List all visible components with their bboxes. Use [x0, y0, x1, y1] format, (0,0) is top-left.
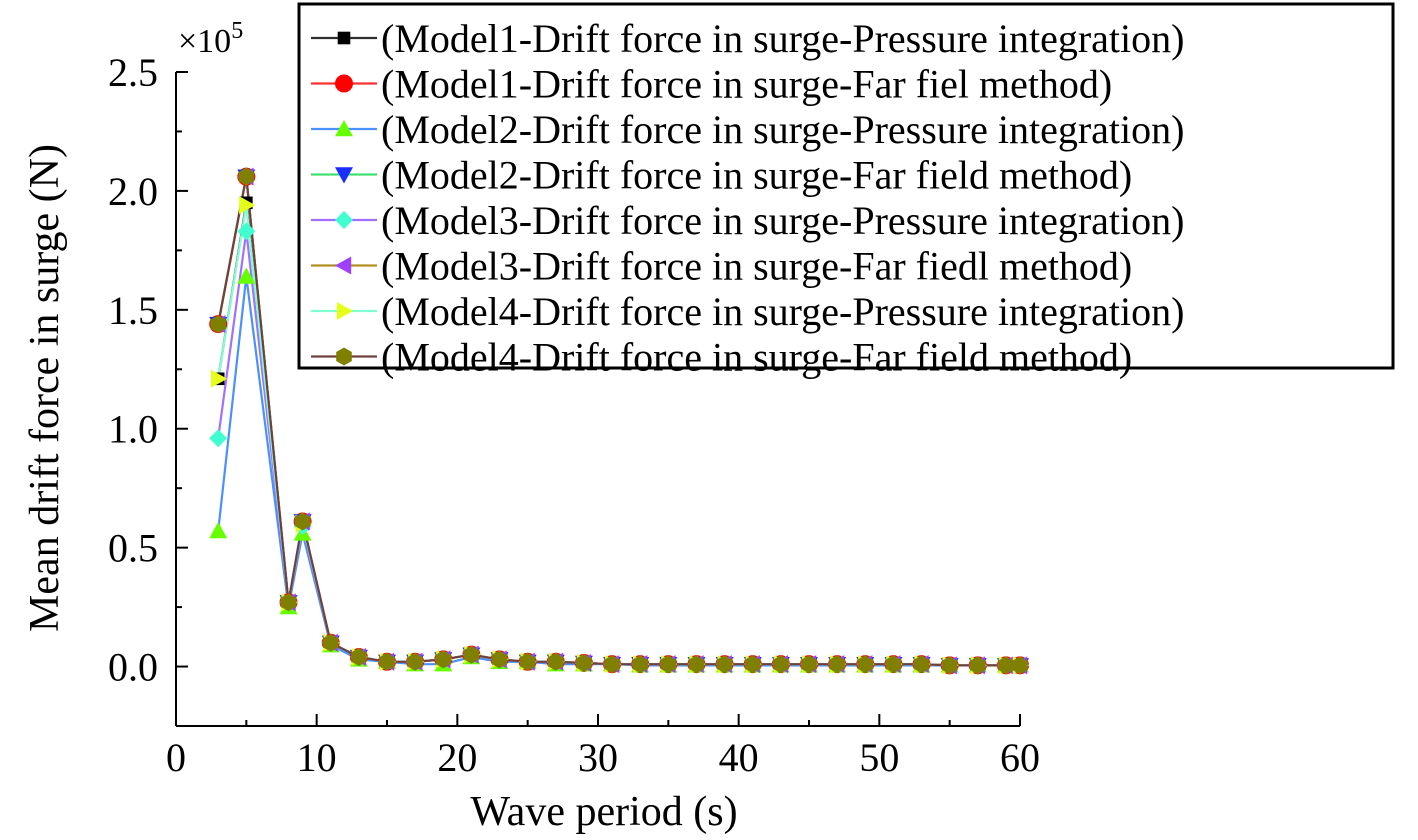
legend-label: (Model4-Drift force in surge-Pressure in…: [381, 289, 1184, 334]
x-tick-label: 0: [166, 735, 186, 780]
data-point: [237, 222, 256, 241]
x-axis-label: Wave period (s): [470, 789, 737, 835]
data-point: [519, 652, 536, 671]
data-point: [294, 512, 311, 531]
data-point: [209, 521, 228, 539]
y-tick-label: 0.0: [108, 645, 158, 690]
legend-label: (Model4-Drift force in surge-Far field m…: [381, 335, 1132, 380]
data-point: [463, 645, 480, 664]
data-point: [829, 655, 845, 674]
y-axis-label: Mean drift force in surge (N): [22, 144, 68, 632]
data-point: [744, 655, 761, 674]
legend-frame: [297, 2, 1395, 370]
data-point: [660, 655, 677, 674]
legend-label: (Model3-Drift force in surge-Pressure in…: [381, 198, 1184, 243]
x-tick-label: 50: [859, 735, 899, 780]
plot-markers: [209, 167, 1029, 675]
data-point: [885, 655, 902, 674]
legend-marker: [336, 302, 353, 320]
y-multiplier: ×105: [178, 18, 243, 60]
data-point: [209, 429, 228, 448]
data-point: [632, 655, 648, 674]
data-point: [322, 633, 339, 652]
legend-marker: [335, 167, 353, 184]
y-tick-label: 2.5: [108, 50, 158, 95]
x-tick-label: 30: [578, 735, 618, 780]
data-point: [211, 369, 228, 388]
legend: (Model1-Drift force in surge-Pressure in…: [297, 2, 1395, 380]
data-point: [379, 652, 395, 671]
axes: [175, 71, 1021, 727]
data-point: [435, 650, 452, 669]
data-point: [688, 655, 705, 674]
y-tick-label: 1.0: [108, 407, 158, 452]
legend-marker: [337, 31, 351, 45]
data-point: [407, 652, 423, 671]
tick-labels: 0 10 20 30 40 50 60 0.0 0.5 1.0 1.5 2.0 2.5: [108, 50, 1040, 780]
data-point: [913, 655, 930, 674]
y-tick-label: 2.0: [108, 169, 158, 214]
x-tick-label: 10: [297, 735, 337, 780]
data-point: [576, 654, 592, 672]
legend-label: (Model1-Drift force in surge-Far fiel me…: [381, 62, 1112, 107]
data-point: [351, 648, 367, 666]
legend-label: (Model2-Drift force in surge-Pressure in…: [381, 107, 1184, 152]
y-tick-label: 0.5: [108, 526, 158, 571]
data-point: [280, 593, 297, 612]
legend-marker: [335, 74, 353, 93]
legend-marker: [335, 211, 353, 229]
data-point: [1012, 656, 1028, 675]
data-point: [604, 655, 620, 674]
data-point: [941, 656, 958, 675]
x-tick-label: 20: [437, 735, 477, 780]
data-point: [801, 655, 817, 674]
x-tick-label: 60: [1000, 735, 1040, 780]
legend-label: (Model1-Drift force in surge-Pressure in…: [381, 16, 1184, 61]
data-point: [237, 267, 256, 284]
legend-marker: [335, 120, 353, 137]
data-point: [239, 196, 256, 215]
data-point: [491, 650, 508, 669]
data-point: [716, 655, 733, 674]
legend-marker: [335, 256, 352, 275]
data-point: [210, 315, 226, 334]
y-tick-label: 1.5: [108, 288, 158, 333]
legend-label: (Model2-Drift force in surge-Far field m…: [381, 153, 1132, 198]
x-tick-label: 40: [719, 735, 759, 780]
legend-label: (Model3-Drift force in surge-Far fiedl m…: [381, 244, 1132, 289]
data-point: [857, 655, 874, 674]
data-point: [773, 655, 789, 674]
data-point: [970, 656, 986, 675]
legend-marker: [336, 347, 352, 366]
data-point: [548, 652, 564, 671]
data-point: [238, 167, 255, 186]
data-point: [998, 656, 1014, 675]
